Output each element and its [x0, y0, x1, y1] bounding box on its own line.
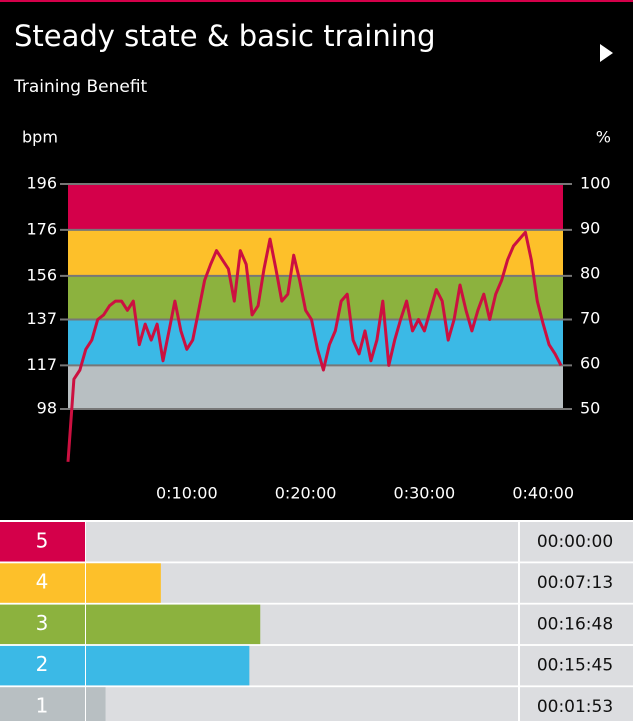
- zone-time-cell: [520, 604, 633, 645]
- zone-bar: [86, 604, 261, 645]
- y2-axis-label: %: [596, 128, 611, 147]
- zone-bar: [86, 687, 106, 725]
- y2-tick-label: 70: [580, 309, 600, 328]
- y-tick-label: 137: [26, 309, 57, 328]
- x-tick-label: 0:40:00: [512, 484, 574, 503]
- y-tick-label: 176: [26, 219, 57, 238]
- y-tick-label: 98: [37, 399, 57, 418]
- zone-band: [68, 275, 563, 320]
- zone-number: 1: [36, 693, 49, 717]
- zone-number-cell: [0, 687, 85, 725]
- zone-bar: [86, 563, 161, 603]
- zone-number: 3: [36, 611, 49, 635]
- x-tick-label: 0:10:00: [156, 484, 218, 503]
- zone-band: [68, 184, 563, 230]
- zone-time: 00:01:53: [537, 697, 613, 717]
- zone-time-cell: [520, 687, 633, 725]
- y2-tick-label: 90: [580, 219, 600, 238]
- zone-number: 2: [36, 652, 49, 676]
- y2-tick-label: 100: [580, 174, 611, 193]
- x-tick-label: 0:30:00: [394, 484, 456, 503]
- zone-time: 00:07:13: [537, 573, 613, 593]
- y2-tick-label: 80: [580, 264, 600, 283]
- y-tick-label: 196: [26, 174, 57, 193]
- zone-number-cell: [0, 645, 85, 686]
- zone-track: [86, 522, 518, 562]
- zone-number-cell: [0, 563, 85, 603]
- y2-tick-label: 60: [580, 354, 600, 373]
- heart-rate-line: [66, 230, 563, 462]
- top-accent: [0, 0, 633, 2]
- zone-number-cell: [0, 604, 85, 645]
- zone-number: 4: [36, 570, 49, 594]
- play-button[interactable]: [600, 44, 613, 62]
- y2-tick-label: 50: [580, 399, 600, 418]
- zone-time: 00:00:00: [537, 532, 613, 552]
- zone-time-cell: [520, 563, 633, 603]
- zone-band: [68, 229, 563, 276]
- zone-track: [86, 687, 518, 725]
- title: Steady state & basic training: [14, 19, 436, 53]
- zone-time-cell: [520, 645, 633, 686]
- y-tick-label: 156: [26, 265, 57, 284]
- zone-number: 5: [36, 528, 49, 552]
- zone-time: 00:16:48: [537, 614, 613, 634]
- zone-time: 00:15:45: [537, 656, 613, 676]
- zone-time-cell: [520, 522, 633, 562]
- x-tick-label: 0:20:00: [275, 484, 337, 503]
- y-tick-label: 117: [26, 355, 57, 374]
- subtitle: Training Benefit: [13, 77, 148, 97]
- zone-bar: [86, 645, 250, 686]
- zone-band: [68, 365, 563, 409]
- y-axis-label: bpm: [22, 128, 58, 147]
- zone-number-cell: [0, 522, 85, 562]
